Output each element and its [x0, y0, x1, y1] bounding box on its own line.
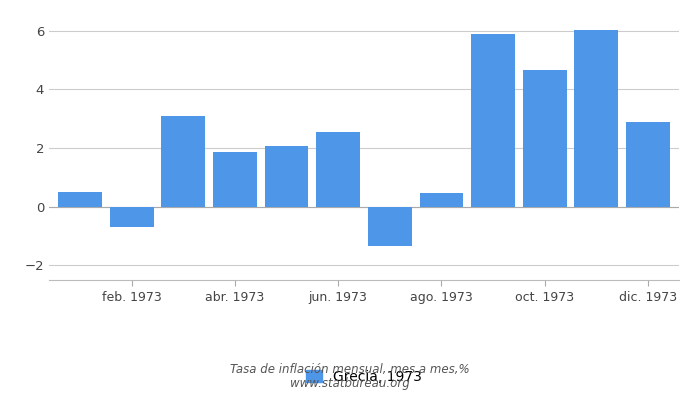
Bar: [316, 132, 360, 207]
Bar: [368, 207, 412, 246]
Bar: [626, 122, 670, 207]
Bar: [213, 152, 257, 207]
Bar: [523, 70, 567, 207]
Text: Tasa de inflación mensual, mes a mes,%: Tasa de inflación mensual, mes a mes,%: [230, 364, 470, 376]
Bar: [110, 207, 153, 227]
Bar: [575, 30, 618, 207]
Legend: Grecia, 1973: Grecia, 1973: [306, 370, 422, 384]
Text: www.statbureau.org: www.statbureau.org: [290, 377, 410, 390]
Bar: [265, 146, 309, 207]
Bar: [471, 34, 515, 207]
Bar: [161, 116, 205, 207]
Bar: [58, 192, 102, 207]
Bar: [419, 194, 463, 207]
